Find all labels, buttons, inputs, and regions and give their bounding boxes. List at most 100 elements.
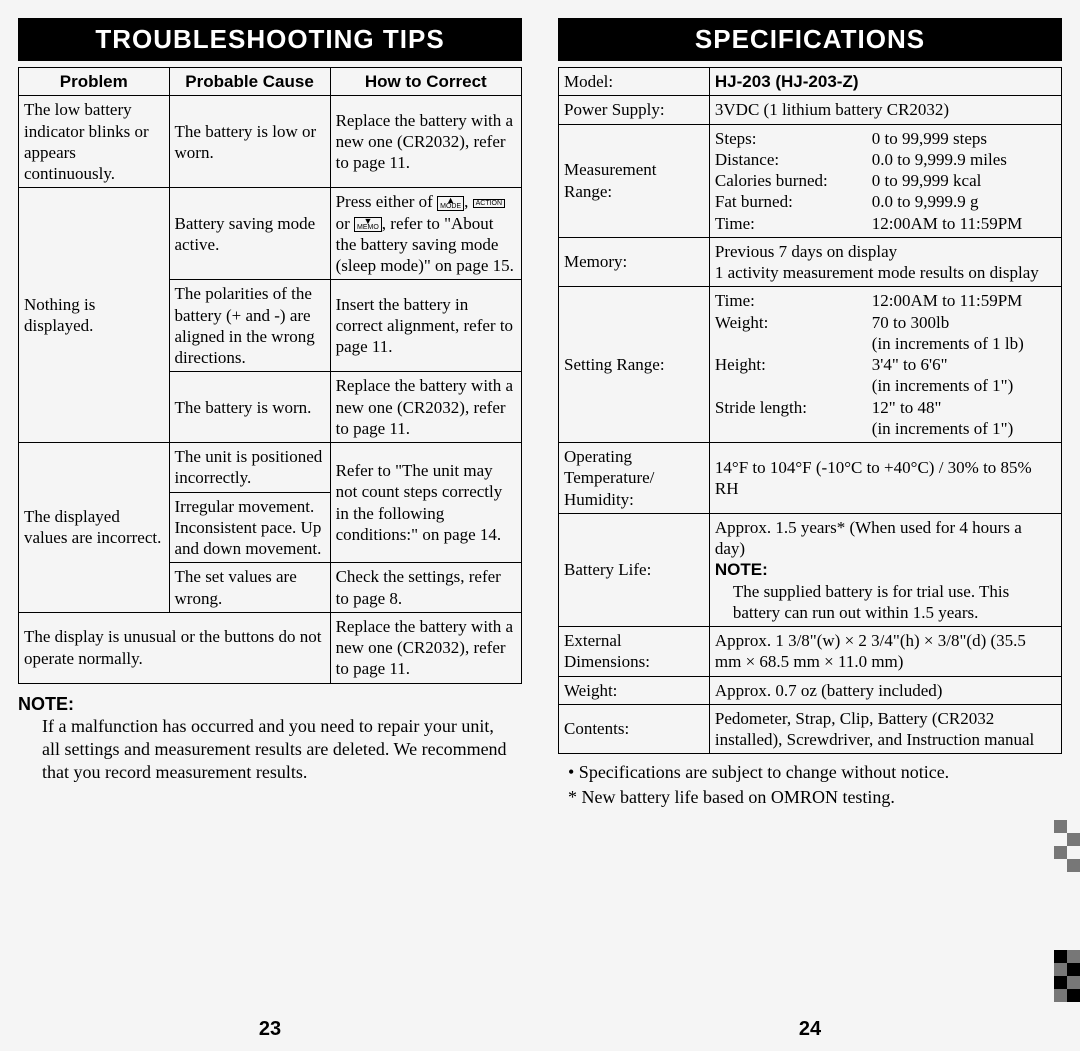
sub-value: (in increments of 1"): [872, 418, 1056, 439]
heading-specifications: SPECIFICATIONS: [558, 18, 1062, 61]
cell-fix: Press either of ▲MODE, ACTION or ▼MEMO, …: [330, 188, 521, 280]
footnote: * New battery life based on OMRON testin…: [568, 785, 1062, 809]
sub-value: (in increments of 1"): [872, 375, 1056, 396]
table-row: External Dimensions: Approx. 1 3/8"(w) ×…: [559, 627, 1062, 677]
battery-note-body: The supplied battery is for trial use. T…: [715, 581, 1056, 624]
sub-value: 0 to 99,999 steps: [872, 128, 1056, 149]
cell-cause: The set values are wrong.: [169, 563, 330, 613]
cell-cause: Irregular movement. Inconsistent pace. U…: [169, 492, 330, 563]
th-fix: How to Correct: [330, 68, 521, 96]
cell-fix: Refer to "The unit may not count steps c…: [330, 443, 521, 563]
battery-line1: Approx. 1.5 years* (When used for 4 hour…: [715, 517, 1056, 560]
sub-key: Steps:: [715, 128, 872, 149]
sub-key: Distance:: [715, 149, 872, 170]
table-row: The displayed values are incorrect. The …: [19, 443, 522, 493]
table-row: Contents: Pedometer, Strap, Clip, Batter…: [559, 704, 1062, 754]
sub-value: (in increments of 1 lb): [872, 333, 1056, 354]
thumb-index-decoration: [1054, 950, 1080, 1002]
action-button-icon: ACTION: [473, 199, 505, 208]
cell-cause: The battery is worn.: [169, 372, 330, 443]
spec-label: External Dimensions:: [559, 627, 710, 677]
spec-value: Previous 7 days on display 1 activity me…: [709, 237, 1061, 287]
range-subtable: Steps:0 to 99,999 stepsDistance:0.0 to 9…: [715, 128, 1056, 234]
note-body: If a malfunction has occurred and you ne…: [18, 715, 522, 785]
spec-value: HJ-203 (HJ-203-Z): [709, 68, 1061, 96]
table-row: Operating Temperature/ Humidity: 14°F to…: [559, 443, 1062, 514]
spec-label: Setting Range:: [559, 287, 710, 443]
cell-problem: The low battery indicator blinks or appe…: [19, 96, 170, 188]
troubleshooting-table: Problem Probable Cause How to Correct Th…: [18, 67, 522, 684]
setting-subtable: Time:12:00AM to 11:59PMWeight:70 to 300l…: [715, 290, 1056, 439]
table-row: Setting Range: Time:12:00AM to 11:59PMWe…: [559, 287, 1062, 443]
sub-key: [715, 418, 872, 439]
mode-button-icon: ▲MODE: [437, 196, 464, 211]
spec-label: Battery Life:: [559, 513, 710, 626]
spec-value: Approx. 0.7 oz (battery included): [709, 676, 1061, 704]
text: Press either of: [336, 192, 438, 211]
cell-cause: The battery is low or worn.: [169, 96, 330, 188]
battery-note-label: NOTE:: [715, 560, 768, 579]
table-row: Weight: Approx. 0.7 oz (battery included…: [559, 676, 1062, 704]
cell-cause: The polarities of the battery (+ and -) …: [169, 280, 330, 372]
sub-value: 3'4" to 6'6": [872, 354, 1056, 375]
spec-value: Pedometer, Strap, Clip, Battery (CR2032 …: [709, 704, 1061, 754]
spec-value: Steps:0 to 99,999 stepsDistance:0.0 to 9…: [709, 124, 1061, 237]
sub-key: Time:: [715, 213, 872, 234]
spec-label: Operating Temperature/ Humidity:: [559, 443, 710, 514]
cell-fix: Replace the battery with a new one (CR20…: [330, 372, 521, 443]
spec-label: Model:: [559, 68, 710, 96]
th-problem: Problem: [19, 68, 170, 96]
cell-fix: Replace the battery with a new one (CR20…: [330, 96, 521, 188]
note-heading: NOTE:: [18, 694, 522, 715]
table-row: Battery Life: Approx. 1.5 years* (When u…: [559, 513, 1062, 626]
sub-value: 12:00AM to 11:59PM: [872, 290, 1056, 311]
cell-problem: Nothing is displayed.: [19, 188, 170, 443]
sub-key: Stride length:: [715, 397, 872, 418]
page-right: SPECIFICATIONS Model: HJ-203 (HJ-203-Z) …: [540, 0, 1080, 1051]
spec-value: Approx. 1 3/8"(w) × 2 3/4"(h) × 3/8"(d) …: [709, 627, 1061, 677]
footnote: • Specifications are subject to change w…: [568, 760, 1062, 784]
spec-value: 14°F to 104°F (-10°C to +40°C) / 30% to …: [709, 443, 1061, 514]
cell-fix: Check the settings, refer to page 8.: [330, 563, 521, 613]
spec-value: Time:12:00AM to 11:59PMWeight:70 to 300l…: [709, 287, 1061, 443]
cell-cause: The unit is positioned incorrectly.: [169, 443, 330, 493]
page-number: 23: [18, 1000, 522, 1041]
sub-key: Fat burned:: [715, 191, 872, 212]
sub-key: Time:: [715, 290, 872, 311]
sub-key: [715, 375, 872, 396]
sub-value: 12" to 48": [872, 397, 1056, 418]
sub-key: Weight:: [715, 312, 872, 333]
model-number: HJ-203 (HJ-203-Z): [715, 72, 859, 91]
heading-troubleshooting: TROUBLESHOOTING TIPS: [18, 18, 522, 61]
thumb-index-decoration: [1054, 820, 1080, 872]
cell-fix: Insert the battery in correct alignment,…: [330, 280, 521, 372]
spec-value: Approx. 1.5 years* (When used for 4 hour…: [709, 513, 1061, 626]
table-row: Measurement Range: Steps:0 to 99,999 ste…: [559, 124, 1062, 237]
table-row: Model: HJ-203 (HJ-203-Z): [559, 68, 1062, 96]
sub-value: 0 to 99,999 kcal: [872, 170, 1056, 191]
sub-value: 0.0 to 9,999.9 g: [872, 191, 1056, 212]
cell-fix: Replace the battery with a new one (CR20…: [330, 612, 521, 683]
spec-label: Weight:: [559, 676, 710, 704]
spec-footnotes: • Specifications are subject to change w…: [558, 760, 1062, 809]
cell-problem: The displayed values are incorrect.: [19, 443, 170, 613]
sub-key: Height:: [715, 354, 872, 375]
table-row: Memory: Previous 7 days on display 1 act…: [559, 237, 1062, 287]
spec-label: Measurement Range:: [559, 124, 710, 237]
sub-value: 70 to 300lb: [872, 312, 1056, 333]
specifications-table: Model: HJ-203 (HJ-203-Z) Power Supply: 3…: [558, 67, 1062, 754]
sub-value: 12:00AM to 11:59PM: [872, 213, 1056, 234]
th-cause: Probable Cause: [169, 68, 330, 96]
sub-key: Calories burned:: [715, 170, 872, 191]
cell-cause: Battery saving mode active.: [169, 188, 330, 280]
spec-value: 3VDC (1 lithium battery CR2032): [709, 96, 1061, 124]
spec-label: Memory:: [559, 237, 710, 287]
table-row: Nothing is displayed. Battery saving mod…: [19, 188, 522, 280]
table-row: The low battery indicator blinks or appe…: [19, 96, 522, 188]
table-row: The display is unusual or the buttons do…: [19, 612, 522, 683]
text: or: [336, 214, 354, 233]
table-row: Power Supply: 3VDC (1 lithium battery CR…: [559, 96, 1062, 124]
sub-key: [715, 333, 872, 354]
page-number: 24: [558, 1000, 1062, 1041]
cell-problem: The display is unusual or the buttons do…: [19, 612, 331, 683]
